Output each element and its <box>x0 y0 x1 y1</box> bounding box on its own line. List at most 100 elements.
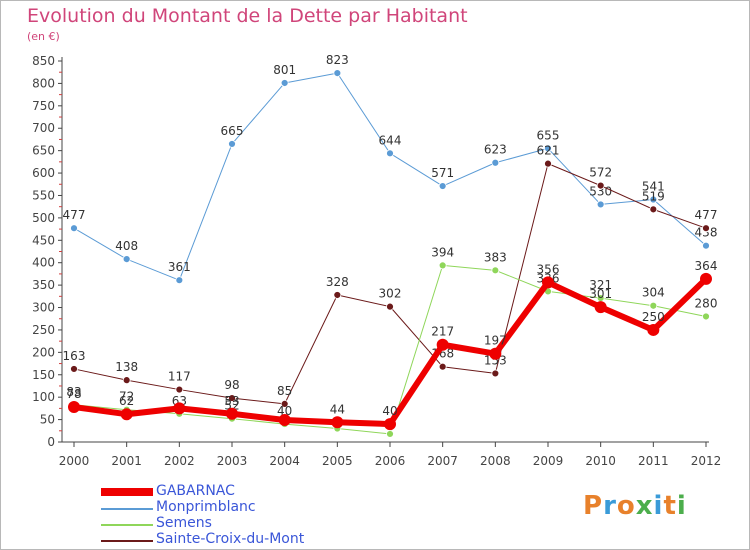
y-tick-label: 100 <box>32 390 55 404</box>
x-tick-label: 2001 <box>111 454 142 468</box>
data-point-monprimblanc <box>228 140 236 148</box>
data-point-gabarnac <box>331 416 344 429</box>
legend-label-gabarnac: GABARNAC <box>156 483 235 499</box>
data-label-sainte-croix-du-mont: 98 <box>224 378 239 392</box>
data-point-sainte-croix-du-mont <box>702 224 710 233</box>
y-tick-label: 0 <box>47 435 55 449</box>
logo-letter: i <box>676 491 687 521</box>
data-point-monprimblanc <box>175 276 184 285</box>
data-point-monprimblanc <box>386 149 394 158</box>
legend-item-monprimblanc: Monprimblanc <box>101 499 341 517</box>
y-tick-label: 200 <box>32 345 55 359</box>
data-point-semens <box>491 266 500 275</box>
y-tick-label: 700 <box>32 121 55 135</box>
legend-label-semens: Semens <box>156 515 212 531</box>
logo-letter: t <box>663 491 677 521</box>
data-point-gabarnac <box>436 338 449 351</box>
data-point-sainte-croix-du-mont <box>175 385 184 394</box>
legend-item-semens: Semens <box>101 515 341 533</box>
y-tick-label: 500 <box>32 211 55 225</box>
data-label-semens: 394 <box>431 245 454 259</box>
data-point-monprimblanc <box>70 224 78 233</box>
y-tick-label: 450 <box>32 233 55 247</box>
y-tick-label: 550 <box>32 188 55 202</box>
data-label-monprimblanc: 571 <box>431 166 454 180</box>
data-label-sainte-croix-du-mont: 621 <box>537 144 560 158</box>
data-label-semens: 321 <box>589 278 612 292</box>
data-label-monprimblanc: 408 <box>115 239 138 253</box>
data-label-gabarnac: 78 <box>66 387 81 401</box>
data-point-monprimblanc <box>649 195 658 204</box>
y-tick-label: 750 <box>32 99 55 113</box>
data-label-monprimblanc: 823 <box>326 53 349 67</box>
x-tick-label: 2011 <box>638 454 669 468</box>
data-label-gabarnac: 364 <box>695 259 718 273</box>
data-point-sainte-croix-du-mont <box>386 302 394 311</box>
data-point-monprimblanc <box>544 144 552 153</box>
x-tick-label: 2007 <box>427 454 458 468</box>
data-point-gabarnac <box>542 276 554 289</box>
data-point-gabarnac <box>384 418 396 431</box>
data-label-sainte-croix-du-mont: 519 <box>642 189 665 203</box>
legend-swatch-semens <box>101 524 153 526</box>
data-point-gabarnac <box>278 414 291 427</box>
x-tick-label: 2012 <box>691 454 722 468</box>
y-tick-label: 650 <box>32 144 55 158</box>
data-point-sainte-croix-du-mont <box>649 205 658 214</box>
data-point-sainte-croix-du-mont <box>596 181 605 190</box>
data-label-semens: 40 <box>277 404 292 418</box>
data-label-monprimblanc: 655 <box>537 128 560 142</box>
data-label-sainte-croix-du-mont: 138 <box>115 360 138 374</box>
data-point-monprimblanc <box>122 255 131 264</box>
y-tick-label: 150 <box>32 368 55 382</box>
y-tick-label: 800 <box>32 76 55 90</box>
data-label-semens: 83 <box>66 385 81 399</box>
data-point-monprimblanc <box>596 200 605 209</box>
data-label-gabarnac: 44 <box>330 402 345 416</box>
data-label-monprimblanc: 541 <box>642 180 665 194</box>
data-point-gabarnac <box>700 272 712 285</box>
data-point-monprimblanc <box>280 79 289 87</box>
data-point-sainte-croix-du-mont <box>228 394 236 402</box>
data-label-gabarnac: 301 <box>589 287 612 301</box>
data-label-gabarnac: 40 <box>382 404 397 418</box>
x-tick-label: 2004 <box>269 454 300 468</box>
data-label-semens: 383 <box>484 250 507 264</box>
x-tick-label: 2002 <box>164 454 195 468</box>
data-point-monprimblanc <box>491 158 500 167</box>
data-point-sainte-croix-du-mont <box>70 365 78 373</box>
logo-letter: o <box>616 491 636 521</box>
data-label-sainte-croix-du-mont: 117 <box>168 370 191 384</box>
x-tick-label: 2010 <box>585 454 616 468</box>
logo-letter: i <box>653 491 664 521</box>
data-label-gabarnac: 250 <box>642 310 665 324</box>
data-point-gabarnac <box>120 408 133 421</box>
data-label-semens: 280 <box>695 296 718 310</box>
x-tick-label: 2008 <box>480 454 511 468</box>
data-label-semens: 304 <box>642 286 665 300</box>
data-label-sainte-croix-du-mont: 477 <box>695 208 718 222</box>
data-label-sainte-croix-du-mont: 153 <box>484 353 507 367</box>
y-tick-label: 600 <box>32 166 55 180</box>
logo-letter: P <box>583 491 604 521</box>
data-point-semens <box>702 312 710 321</box>
data-point-gabarnac <box>489 347 502 360</box>
data-label-semens: 72 <box>119 390 134 404</box>
data-label-monprimblanc: 644 <box>379 133 402 147</box>
data-point-monprimblanc <box>702 241 710 250</box>
y-tick-label: 400 <box>32 256 55 270</box>
data-point-gabarnac <box>173 402 186 415</box>
legend-label-monprimblanc: Monprimblanc <box>156 499 256 515</box>
data-label-monprimblanc: 665 <box>221 124 244 138</box>
data-label-gabarnac: 197 <box>484 334 507 348</box>
data-label-monprimblanc: 477 <box>63 208 86 222</box>
chart-unit: (en €) <box>27 30 60 43</box>
data-label-gabarnac: 53 <box>224 394 239 408</box>
legend-item-sainte-croix: Sainte-Croix-du-Mont <box>101 531 341 549</box>
data-point-semens <box>386 430 394 438</box>
x-tick-label: 2009 <box>533 454 564 468</box>
data-point-sainte-croix-du-mont <box>122 376 131 385</box>
data-label-sainte-croix-du-mont: 302 <box>379 287 402 301</box>
y-tick-label: 350 <box>32 278 55 292</box>
